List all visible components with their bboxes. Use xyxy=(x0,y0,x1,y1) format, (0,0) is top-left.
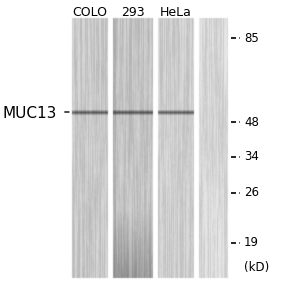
Text: MUC13: MUC13 xyxy=(2,106,56,122)
Text: COLO: COLO xyxy=(72,5,108,19)
Text: 34: 34 xyxy=(244,151,259,164)
Text: 26: 26 xyxy=(244,187,259,200)
Text: (kD): (kD) xyxy=(244,262,269,275)
Text: HeLa: HeLa xyxy=(160,5,192,19)
Text: 19: 19 xyxy=(244,236,259,250)
Text: 85: 85 xyxy=(244,32,259,44)
Text: 293: 293 xyxy=(121,5,145,19)
Text: 48: 48 xyxy=(244,116,259,128)
